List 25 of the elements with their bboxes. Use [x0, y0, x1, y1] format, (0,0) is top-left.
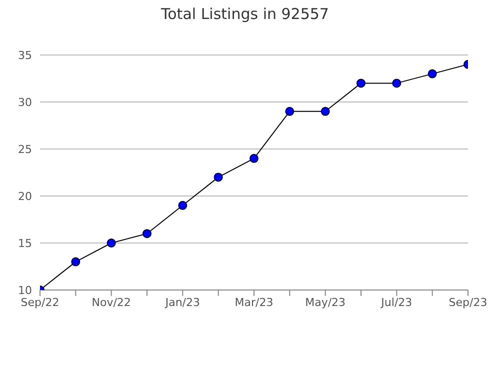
y-tick-label: 10: [18, 284, 32, 297]
y-tick-label: 30: [18, 96, 32, 109]
x-tick-label: Nov/22: [92, 296, 131, 309]
point: [392, 78, 402, 88]
point: [285, 106, 294, 116]
x-tick-label: Sep/23: [448, 296, 488, 309]
point: [214, 172, 223, 182]
point: [250, 154, 258, 163]
point: [178, 200, 188, 210]
point: [320, 106, 330, 116]
x-tick-label: Jan/23: [164, 296, 200, 309]
point: [142, 229, 152, 238]
point: [356, 78, 366, 88]
y-tick-label: 15: [18, 236, 32, 250]
x-tick-label: Mar/23: [234, 296, 274, 309]
point: [71, 257, 80, 266]
x-tick-label: Sep/22: [20, 296, 60, 309]
point: [428, 69, 437, 78]
chart-title: Total Listings in 92557: [160, 5, 330, 23]
x-tick-label: May/23: [305, 296, 346, 309]
y-tick-label: 20: [18, 190, 32, 203]
y-tick-label: 35: [18, 48, 32, 62]
x-tick-label: Jul/23: [380, 296, 412, 309]
point: [106, 238, 116, 248]
y-tick-label: 25: [18, 142, 32, 156]
